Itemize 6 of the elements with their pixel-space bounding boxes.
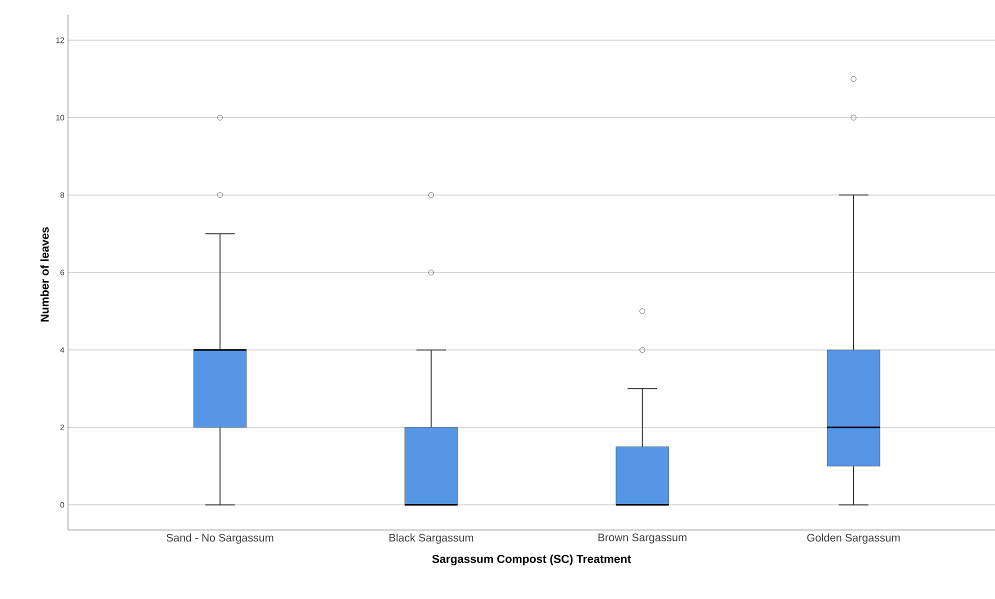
x-tick-label: Brown Sargassum	[598, 534, 686, 544]
y-axis-title: Number of leaves	[40, 227, 49, 322]
x-axis-title: Sargassum Compost (SC) Treatment	[432, 554, 631, 566]
x-tick-label: Black Sargassum	[389, 534, 474, 544]
x-tick-label: Sand - No Sargassum	[166, 534, 274, 544]
x-tick-label: Golden Sargassum	[807, 534, 900, 544]
